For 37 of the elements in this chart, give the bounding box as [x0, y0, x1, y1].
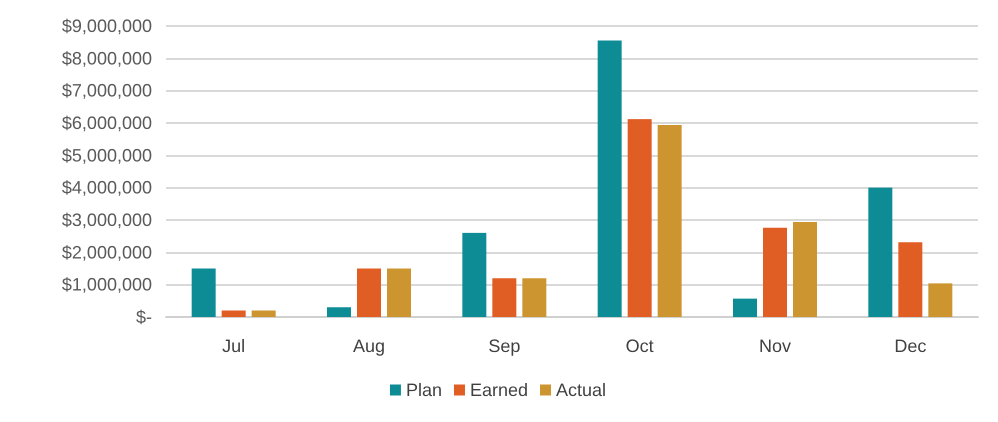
- bar: [492, 278, 516, 317]
- x-tick-label: Aug: [352, 336, 386, 356]
- y-tick-label: $4,000,000: [62, 178, 152, 198]
- x-tick-label: Dec: [894, 336, 926, 356]
- bar: [658, 124, 682, 317]
- bar: [898, 242, 922, 317]
- bar: [462, 232, 486, 317]
- bar: [868, 188, 892, 317]
- legend-label: Actual: [556, 380, 606, 400]
- x-tick-label: Nov: [758, 336, 792, 356]
- y-tick-label: $2,000,000: [62, 242, 152, 262]
- y-tick-label: $8,000,000: [62, 48, 152, 68]
- bar: [628, 119, 652, 317]
- bar: [252, 310, 276, 317]
- y-tick-label: $7,000,000: [62, 80, 152, 101]
- bar: [357, 268, 381, 317]
- bar: [763, 228, 787, 317]
- y-tick-label: $6,000,000: [62, 113, 152, 133]
- bar: [327, 307, 351, 317]
- bar: [733, 298, 757, 317]
- y-tick-label: $9,000,000: [62, 16, 152, 36]
- legend-label: Plan: [406, 380, 442, 400]
- x-tick-label: Jul: [222, 336, 246, 356]
- bar: [222, 310, 246, 317]
- bar: [793, 222, 817, 317]
- bar: [598, 40, 622, 317]
- bar: [192, 268, 216, 317]
- bar: [387, 268, 411, 317]
- y-tick-label: $5,000,000: [62, 145, 152, 166]
- x-tick-label: Oct: [626, 336, 654, 356]
- y-tick-label: $-: [136, 307, 152, 327]
- x-tick-label: Sep: [488, 336, 520, 356]
- y-tick-label: $1,000,000: [62, 274, 152, 295]
- y-tick-label: $3,000,000: [62, 210, 152, 230]
- legend-label: Earned: [470, 380, 528, 400]
- bar: [522, 278, 546, 317]
- bar: [928, 283, 952, 317]
